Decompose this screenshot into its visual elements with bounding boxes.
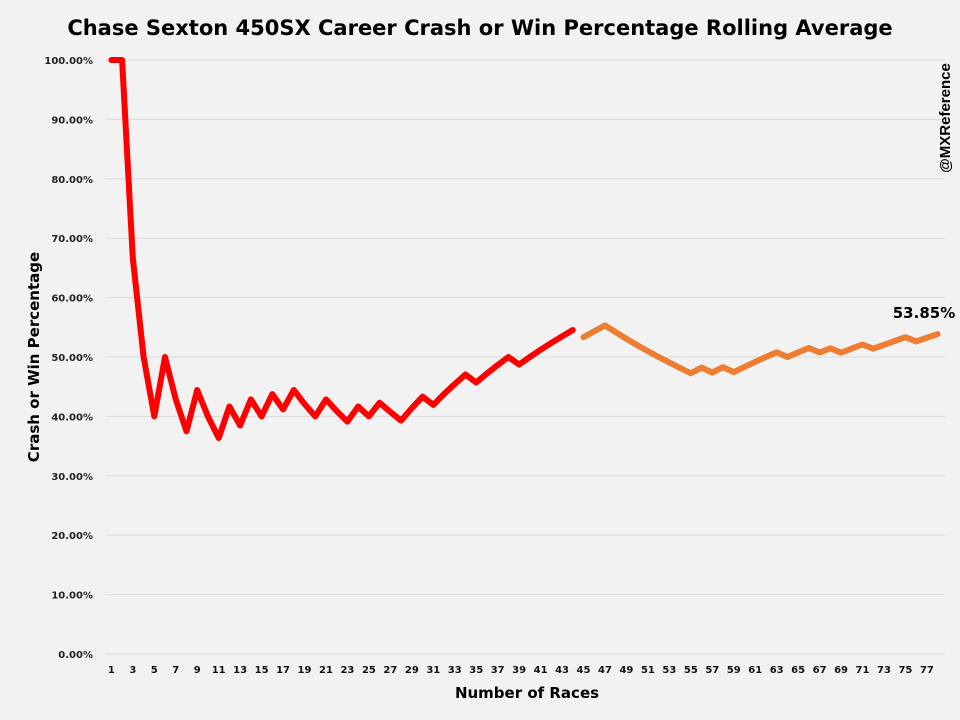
x-tick-label: 21 — [319, 665, 333, 676]
y-tick-label: 90.00% — [51, 115, 93, 126]
x-tick-label: 35 — [469, 665, 483, 676]
y-tick-label: 70.00% — [51, 234, 93, 245]
x-tick-label: 73 — [877, 665, 891, 676]
chart-title: Chase Sexton 450SX Career Crash or Win P… — [67, 16, 892, 40]
y-tick-label: 60.00% — [51, 294, 93, 305]
x-tick-label: 17 — [276, 665, 290, 676]
y-tick-label: 80.00% — [51, 175, 93, 186]
y-tick-label: 100.00% — [44, 56, 93, 67]
x-tick-label: 7 — [172, 665, 179, 676]
x-tick-label: 1 — [108, 665, 115, 676]
y-tick-label: 20.00% — [51, 531, 93, 542]
x-tick-label: 59 — [727, 665, 741, 676]
x-tick-label: 29 — [405, 665, 419, 676]
x-tick-label: 49 — [619, 665, 633, 676]
x-tick-label: 69 — [834, 665, 848, 676]
y-tick-label: 40.00% — [51, 412, 93, 423]
end-value-label: 53.85% — [893, 304, 955, 322]
series-line-1 — [108, 57, 576, 441]
x-tick-label: 9 — [194, 665, 201, 676]
x-tick-label: 51 — [641, 665, 655, 676]
x-tick-label: 15 — [255, 665, 269, 676]
x-tick-label: 71 — [856, 665, 870, 676]
x-tick-label: 77 — [920, 665, 934, 676]
x-tick-label: 67 — [813, 665, 827, 676]
x-tick-label: 37 — [491, 665, 505, 676]
y-tick-label: 0.00% — [58, 650, 93, 661]
y-axis-label: Crash or Win Percentage — [25, 252, 43, 462]
x-tick-label: 25 — [362, 665, 376, 676]
x-axis-ticks: 1 3 5 7 9 11 13 15 17 19 21 23 25 27 29 31 33 35 37 39 41 43 4… — [108, 665, 934, 676]
x-tick-label: 5 — [151, 665, 158, 676]
x-tick-label: 3 — [129, 665, 136, 676]
x-tick-label: 23 — [340, 665, 354, 676]
x-tick-label: 61 — [748, 665, 762, 676]
x-tick-label: 45 — [577, 665, 591, 676]
y-tick-label: 30.00% — [51, 472, 93, 483]
x-axis-label: Number of Races — [455, 684, 599, 702]
x-tick-label: 75 — [898, 665, 912, 676]
x-tick-label: 57 — [705, 665, 719, 676]
watermark: @MXReference — [937, 63, 954, 173]
x-tick-label: 27 — [383, 665, 397, 676]
x-tick-label: 55 — [684, 665, 698, 676]
x-tick-label: 65 — [791, 665, 805, 676]
y-axis-ticks: 0.00% 10.00% 20.00% 30.00% 40.00% 50.00% 60.00… — [44, 56, 93, 661]
x-tick-label: 11 — [212, 665, 226, 676]
x-tick-label: 43 — [555, 665, 569, 676]
x-tick-label: 39 — [512, 665, 526, 676]
x-tick-label: 33 — [448, 665, 462, 676]
x-tick-label: 13 — [233, 665, 247, 676]
x-tick-label: 19 — [298, 665, 312, 676]
x-tick-label: 41 — [534, 665, 548, 676]
x-tick-label: 53 — [662, 665, 676, 676]
series-line-2 — [580, 322, 941, 377]
series-lines — [108, 57, 941, 441]
y-tick-label: 50.00% — [51, 353, 93, 364]
x-tick-label: 31 — [426, 665, 440, 676]
y-tick-label: 10.00% — [51, 591, 93, 602]
x-tick-label: 47 — [598, 665, 612, 676]
x-tick-label: 63 — [770, 665, 784, 676]
